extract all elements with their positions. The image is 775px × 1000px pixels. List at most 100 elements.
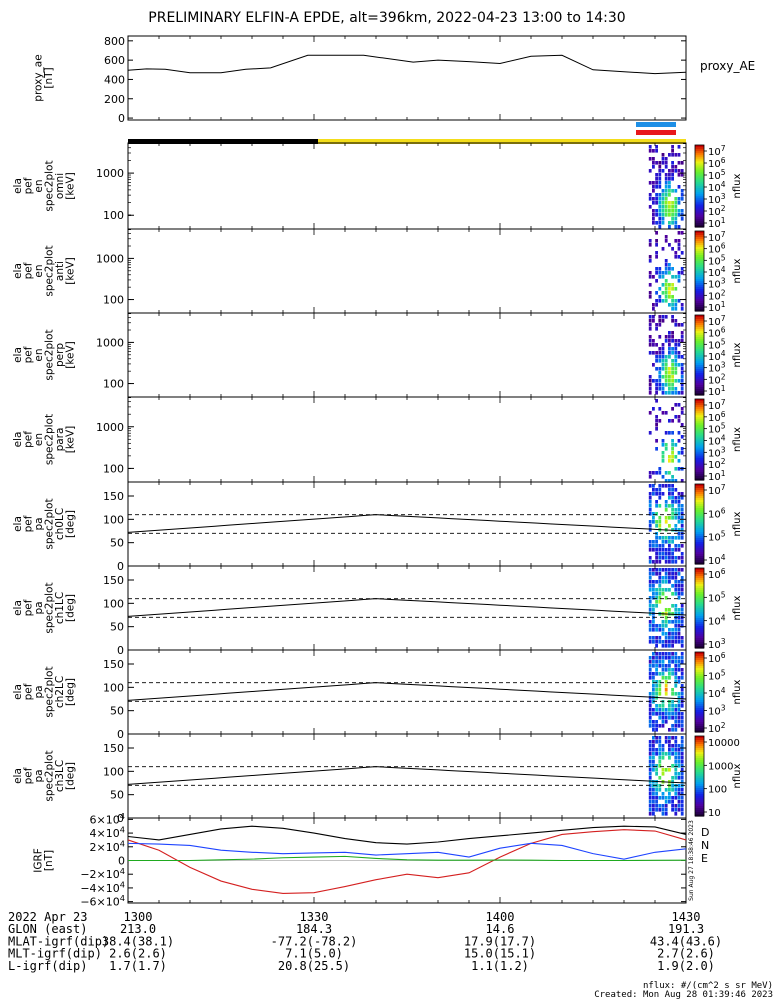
- heatmap-cell: [680, 447, 684, 451]
- colorbar-cell: [695, 742, 704, 745]
- heatmap-cell: [655, 323, 658, 327]
- heatmap-cell: [655, 588, 658, 592]
- colorbar-cell: [695, 568, 704, 571]
- colorbar-cell: [695, 540, 704, 543]
- heatmap-cell: [655, 177, 658, 181]
- colorbar-cell: [695, 273, 704, 276]
- heatmap-cell: [655, 488, 658, 492]
- spectrogram-panel-6: 150100500elapefpaspec2plotch1LC[deg]1061…: [12, 565, 743, 657]
- heatmap-cell: [661, 664, 665, 668]
- colorbar-tick-label: 107: [708, 483, 726, 497]
- heatmap-cell: [661, 157, 665, 161]
- heatmap-cell: [648, 724, 652, 728]
- heatmap-cell: [668, 748, 671, 752]
- spectrogram-panel-1: 1000100elapefenspec2plotomni[keV]1071061…: [12, 142, 743, 230]
- heatmap-cell: [664, 684, 668, 688]
- heatmap-cell: [648, 295, 652, 299]
- heatmap-cell: [680, 652, 684, 656]
- heatmap-cell: [652, 492, 655, 496]
- colorbar-cell: [695, 520, 704, 523]
- colorbar-cell: [695, 457, 704, 461]
- heatmap-cell: [655, 251, 658, 255]
- heatmap-cell: [655, 600, 658, 604]
- heatmap-cell: [664, 708, 668, 712]
- heatmap-cell: [677, 764, 681, 768]
- heatmap-cell: [677, 752, 681, 756]
- colorbar-cell: [695, 435, 704, 439]
- heatmap-cell: [661, 161, 665, 165]
- heatmap-cell: [664, 616, 668, 620]
- colorbar-cell: [695, 500, 704, 503]
- colorbar-cell: [695, 179, 704, 183]
- heatmap-cell: [674, 379, 678, 383]
- colorbar-cell: [695, 504, 704, 507]
- axis-title: elapefenspec2plotomni[keV]: [12, 160, 77, 211]
- heatmap-cell: [680, 451, 684, 455]
- heatmap-cell: [664, 411, 668, 415]
- heatmap-cell: [658, 299, 662, 303]
- heatmap-cell: [658, 712, 662, 716]
- heatmap-cell: [661, 536, 665, 540]
- heatmap-cell: [677, 700, 681, 704]
- heatmap-cell: [668, 668, 671, 672]
- heatmap-cell: [674, 508, 678, 512]
- heatmap-cell: [664, 315, 668, 319]
- heatmap-cell: [652, 608, 655, 612]
- colorbar-cell: [695, 598, 704, 601]
- igrf-series-total: [127, 825, 687, 845]
- heatmap-cell: [658, 359, 662, 363]
- heatmap-cell: [677, 692, 681, 696]
- heatmap-cell: [648, 620, 652, 624]
- heatmap-cell: [664, 263, 668, 267]
- heatmap-cell: [668, 331, 671, 335]
- y-tick-label: 0: [117, 812, 124, 825]
- heatmap-cell: [680, 536, 684, 540]
- colorbar-tick-label: 103: [708, 192, 726, 206]
- legend-entry: E: [701, 852, 708, 865]
- heatmap-cell: [655, 299, 658, 303]
- heatmap-cell: [648, 508, 652, 512]
- heatmap-cell: [652, 584, 655, 588]
- heatmap-cell: [680, 752, 684, 756]
- heatmap-cell: [658, 193, 662, 197]
- heatmap-cell: [671, 496, 674, 500]
- colorbar-cell: [695, 247, 704, 250]
- status-bars: [128, 122, 686, 144]
- heatmap-cell: [655, 668, 658, 672]
- heatmap-cell: [668, 580, 671, 584]
- legend-entry: proxy_AE: [700, 59, 755, 73]
- colorbar-cell: [695, 259, 704, 262]
- colorbar-cell: [695, 399, 704, 402]
- heatmap-cell: [680, 720, 684, 724]
- heatmap-cell: [668, 173, 671, 177]
- colorbar-cell: [695, 423, 704, 426]
- y-tick-label: 1000: [96, 167, 124, 180]
- heatmap-cell: [658, 504, 662, 508]
- heatmap-cell: [680, 479, 684, 483]
- y-tick-label: 1000: [96, 336, 124, 349]
- heatmap-cell: [652, 548, 655, 552]
- heatmap-cell: [671, 700, 674, 704]
- heatmap-cell: [680, 808, 684, 812]
- heatmap-cell: [668, 205, 671, 209]
- heatmap-cell: [674, 387, 678, 391]
- colorbar-cell: [695, 496, 704, 499]
- colorbar-cell: [695, 576, 704, 579]
- heatmap-cell: [674, 740, 678, 744]
- heatmap-cell: [677, 584, 681, 588]
- colorbar-cell: [695, 345, 704, 348]
- colorbar-cell: [695, 580, 704, 583]
- heatmap-cell: [655, 149, 658, 153]
- colorbar-cell: [695, 706, 704, 709]
- heatmap-cell: [677, 173, 681, 177]
- heatmap-cell: [661, 383, 665, 387]
- heatmap-cell: [671, 479, 674, 483]
- heatmap-cell: [648, 548, 652, 552]
- heatmap-cell: [668, 153, 671, 157]
- colorbar-cell: [695, 192, 704, 195]
- heatmap-cell: [648, 812, 652, 816]
- colorbar-cell: [695, 638, 704, 641]
- coverage-bar-yellow: [318, 139, 686, 144]
- heatmap-cell: [671, 443, 674, 447]
- colorbar-cell: [695, 658, 704, 661]
